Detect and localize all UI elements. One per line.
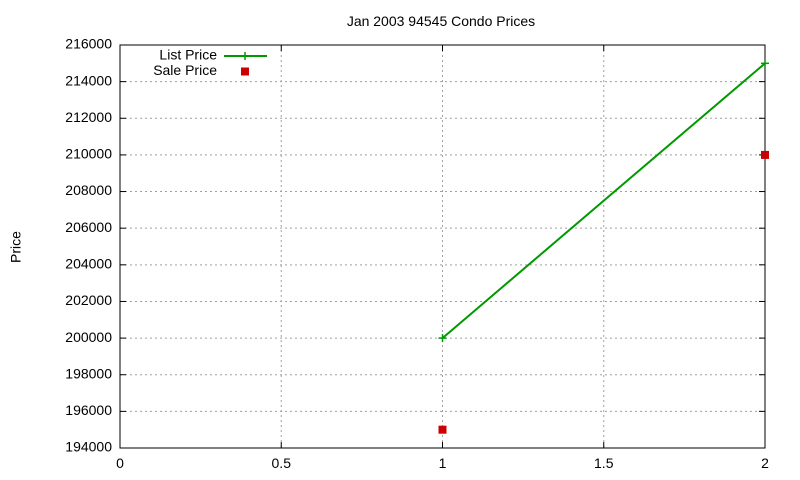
x-axis: 0 0.5 1 1.5 2	[116, 45, 769, 471]
data-point	[438, 334, 447, 343]
series-sale-price	[438, 150, 769, 434]
y-tick-label: 214000	[65, 72, 112, 88]
data-point	[761, 150, 769, 159]
x-tick-label: 1	[439, 455, 447, 471]
y-tick-label: 204000	[65, 256, 112, 272]
x-tick-label: 0	[116, 455, 124, 471]
y-tick-label: 200000	[65, 329, 112, 345]
data-point	[761, 59, 769, 68]
y-tick-label: 212000	[65, 109, 112, 125]
y-axis-label: Price	[8, 231, 24, 263]
legend-marker	[241, 52, 249, 60]
series-list-price	[438, 59, 769, 343]
grid-lines	[120, 45, 765, 448]
y-tick-label: 194000	[65, 439, 112, 455]
series-layer	[438, 59, 769, 434]
y-tick-label: 210000	[65, 146, 112, 162]
legend-marker	[241, 67, 249, 76]
y-tick-label: 196000	[65, 402, 112, 418]
legend-label: Sale Price	[153, 62, 217, 78]
x-tick-label: 1.5	[594, 455, 614, 471]
y-axis: 194000 196000 198000 200000 202000 204000 2060…	[65, 36, 765, 455]
legend-label: List Price	[159, 47, 217, 63]
chart-title: Jan 2003 94545 Condo Prices	[347, 13, 535, 29]
y-tick-label: 198000	[65, 365, 112, 381]
y-tick-label: 206000	[65, 219, 112, 235]
data-point	[438, 425, 447, 434]
y-tick-label: 202000	[65, 292, 112, 308]
y-tick-label: 216000	[65, 36, 112, 52]
x-tick-label: 2	[761, 455, 769, 471]
x-tick-label: 0.5	[272, 455, 292, 471]
series-line	[441, 62, 766, 339]
y-tick-label: 208000	[65, 182, 112, 198]
